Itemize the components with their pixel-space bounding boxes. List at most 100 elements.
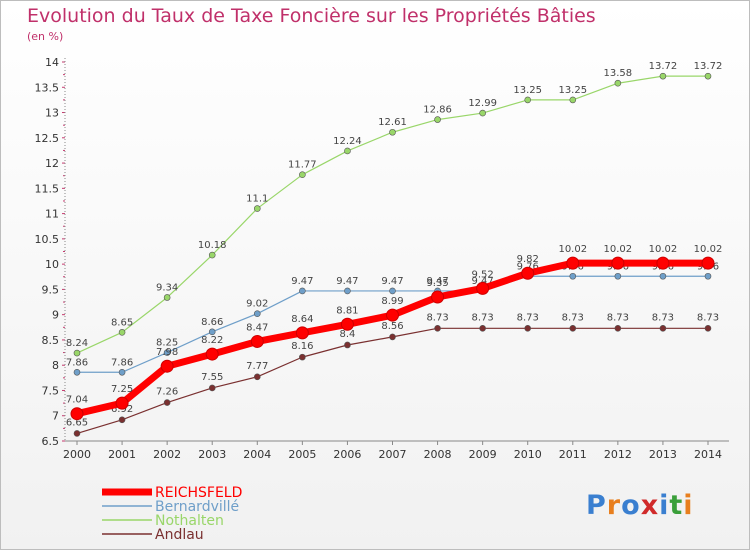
data-label: 10.18 [198, 240, 227, 251]
data-point [208, 384, 216, 392]
x-tick-label: 2003 [198, 448, 226, 461]
x-tick-label: 2007 [379, 448, 407, 461]
y-tick-label: 10 [45, 258, 59, 271]
data-label: 13.72 [694, 61, 723, 72]
data-label: 7.25 [111, 384, 133, 395]
data-label: 8.4 [339, 329, 355, 340]
data-point [389, 333, 396, 341]
data-label: 7.86 [111, 357, 133, 368]
logo-letter: o [621, 490, 641, 521]
y-tick-label: 11 [45, 208, 59, 221]
data-label: 9.47 [336, 276, 358, 287]
data-point [344, 287, 351, 295]
data-label: 9.47 [291, 276, 313, 287]
x-tick-label: 2005 [288, 448, 316, 461]
data-point [614, 79, 622, 87]
x-tick-label: 2006 [333, 448, 361, 461]
y-tick-label: 10.5 [35, 233, 60, 246]
data-point [479, 325, 486, 332]
data-point [386, 308, 399, 322]
y-tick-label: 7 [52, 410, 59, 423]
data-point [118, 416, 126, 424]
data-point [250, 334, 264, 348]
data-label: 13.25 [558, 85, 587, 96]
data-label: 12.86 [423, 105, 452, 116]
data-point [524, 325, 532, 332]
data-label: 8.73 [652, 312, 674, 323]
y-tick-label: 14 [45, 56, 59, 69]
data-label: 7.86 [66, 357, 88, 368]
data-point [299, 287, 306, 295]
data-point [614, 272, 622, 280]
data-label: 8.16 [291, 341, 313, 352]
data-point [253, 205, 261, 212]
data-label: 10.02 [558, 244, 587, 255]
y-tick-label: 12 [45, 157, 59, 170]
y-tick-label: 11.5 [35, 182, 60, 195]
x-tick-label: 2000 [63, 448, 91, 461]
data-label: 8.73 [607, 312, 629, 323]
data-point [253, 373, 261, 381]
data-label: 13.25 [513, 85, 542, 96]
data-point [521, 266, 535, 280]
data-point [118, 368, 126, 376]
data-point [160, 359, 174, 373]
data-label: 12.99 [468, 98, 497, 109]
legend-label: REICHSFELD [155, 485, 242, 501]
data-label: 7.98 [156, 347, 178, 358]
data-label: 6.65 [66, 417, 88, 428]
data-point [479, 109, 486, 117]
proxiti-logo: Proxiti [586, 490, 694, 521]
data-point [73, 368, 81, 376]
data-point [569, 272, 577, 280]
data-label: 12.24 [333, 136, 362, 147]
x-tick-label: 2009 [469, 448, 497, 461]
data-point [659, 272, 667, 280]
x-tick-label: 2012 [604, 448, 632, 461]
data-point [611, 256, 625, 270]
data-label: 10.02 [694, 244, 723, 255]
data-point [163, 349, 171, 356]
data-point [299, 171, 306, 178]
data-point [659, 72, 667, 80]
data-label: 8.99 [381, 296, 403, 307]
series-nothalten: 8.24 8.65 9.34 10.18 11.1 11.77 12.24 12.61 12.8… [66, 61, 723, 357]
chart-subtitle: (en %) [27, 30, 64, 43]
x-tick-label: 2013 [649, 448, 677, 461]
data-point [340, 317, 354, 331]
data-label: 9.35 [426, 278, 448, 289]
y-tick-label: 7.5 [42, 384, 60, 397]
data-point [704, 72, 712, 80]
x-tick-label: 2004 [243, 448, 271, 461]
data-label: 8.73 [562, 312, 584, 323]
data-point [163, 399, 171, 406]
x-tick-label: 2008 [424, 448, 452, 461]
y-tick-label: 8 [52, 359, 59, 372]
logo-letter: P [586, 490, 607, 521]
y-tick-label: 8.5 [42, 334, 60, 347]
data-label: 8.64 [291, 314, 313, 325]
legend-item: Bernardvillé [102, 499, 239, 515]
y-tick-label: 13 [45, 107, 59, 120]
data-label: 8.65 [111, 317, 133, 328]
legend-item: Andlau [102, 527, 204, 543]
data-label: 8.24 [66, 338, 88, 349]
data-label: 8.22 [201, 335, 223, 346]
data-label: 11.77 [288, 160, 317, 171]
data-point [614, 325, 622, 332]
data-label: 9.34 [156, 282, 178, 293]
data-label: 8.47 [246, 322, 268, 333]
legend-label: Bernardvillé [155, 499, 239, 515]
legend-item: Nothalten [102, 513, 224, 529]
logo-letter: r [606, 490, 622, 521]
data-point [205, 347, 219, 361]
x-tick-label: 2014 [694, 448, 722, 461]
data-label: 8.73 [472, 312, 494, 323]
data-point [163, 294, 171, 301]
y-tick-label: 9 [52, 309, 59, 322]
data-label: 13.72 [649, 61, 678, 72]
data-label: 13.58 [604, 68, 633, 79]
data-point [434, 116, 441, 123]
